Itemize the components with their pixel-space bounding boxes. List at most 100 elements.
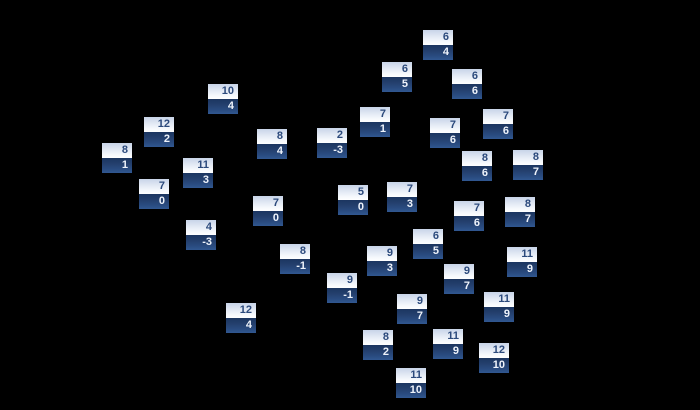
node-top-value: 11 [183, 158, 213, 173]
node-top-value: 6 [423, 30, 453, 45]
node-bottom-value: 9 [484, 307, 514, 322]
node-bottom-value: -3 [317, 143, 347, 158]
node-bottom-value: -1 [327, 288, 357, 303]
node-box[interactable]: 8 -1 [280, 244, 310, 274]
node-bottom-value: 0 [139, 194, 169, 209]
node-box[interactable]: 12 10 [479, 343, 509, 373]
node-top-value: 7 [139, 179, 169, 194]
node-box[interactable]: 2 -3 [317, 128, 347, 158]
node-bottom-value: 7 [397, 309, 427, 324]
node-top-value: 4 [186, 220, 216, 235]
node-bottom-value: 4 [208, 99, 238, 114]
node-bottom-value: 5 [413, 244, 443, 259]
node-top-value: 7 [253, 196, 283, 211]
node-bottom-value: 7 [444, 279, 474, 294]
node-top-value: 8 [363, 330, 393, 345]
node-top-value: 11 [396, 368, 426, 383]
node-box[interactable]: 11 10 [396, 368, 426, 398]
node-top-value: 5 [338, 185, 368, 200]
node-top-value: 8 [102, 143, 132, 158]
node-bottom-value: 6 [452, 84, 482, 99]
node-top-value: 9 [327, 273, 357, 288]
node-top-value: 12 [144, 117, 174, 132]
node-top-value: 9 [367, 246, 397, 261]
node-bottom-value: 4 [226, 318, 256, 333]
node-top-value: 7 [430, 118, 460, 133]
node-bottom-value: 9 [433, 344, 463, 359]
node-bottom-value: 6 [462, 166, 492, 181]
node-bottom-value: -1 [280, 259, 310, 274]
node-top-value: 12 [226, 303, 256, 318]
node-bottom-value: 3 [387, 197, 417, 212]
node-box[interactable]: 10 4 [208, 84, 238, 114]
node-bottom-value: 6 [483, 124, 513, 139]
node-box[interactable]: 11 9 [507, 247, 537, 277]
node-top-value: 12 [479, 343, 509, 358]
node-top-value: 11 [484, 292, 514, 307]
node-top-value: 11 [433, 329, 463, 344]
node-box[interactable]: 4 -3 [186, 220, 216, 250]
node-top-value: 8 [505, 197, 535, 212]
node-bottom-value: 10 [479, 358, 509, 373]
node-bottom-value: 7 [513, 165, 543, 180]
node-bottom-value: 0 [253, 211, 283, 226]
node-box[interactable]: 9 -1 [327, 273, 357, 303]
node-top-value: 2 [317, 128, 347, 143]
node-bottom-value: 6 [454, 216, 484, 231]
node-bottom-value: 3 [183, 173, 213, 188]
node-bottom-value: 6 [430, 133, 460, 148]
node-bottom-value: 4 [423, 45, 453, 60]
node-box[interactable]: 11 9 [433, 329, 463, 359]
node-top-value: 10 [208, 84, 238, 99]
node-top-value: 9 [444, 264, 474, 279]
node-top-value: 6 [452, 69, 482, 84]
node-bottom-value: 2 [144, 132, 174, 147]
node-box[interactable]: 12 2 [144, 117, 174, 147]
node-top-value: 7 [387, 182, 417, 197]
node-top-value: 9 [397, 294, 427, 309]
node-box[interactable]: 12 4 [226, 303, 256, 333]
node-top-value: 7 [360, 107, 390, 122]
node-bottom-value: 1 [360, 122, 390, 137]
node-box[interactable]: 11 3 [183, 158, 213, 188]
node-top-value: 7 [454, 201, 484, 216]
node-top-value: 8 [257, 129, 287, 144]
node-bottom-value: 10 [396, 383, 426, 398]
node-bottom-value: 2 [363, 345, 393, 360]
node-bottom-value: 9 [507, 262, 537, 277]
node-bottom-value: 4 [257, 144, 287, 159]
node-top-value: 7 [483, 109, 513, 124]
node-box[interactable]: 11 9 [484, 292, 514, 322]
node-top-value: 8 [280, 244, 310, 259]
node-bottom-value: 1 [102, 158, 132, 173]
node-top-value: 8 [462, 151, 492, 166]
node-top-value: 6 [382, 62, 412, 77]
node-top-value: 11 [507, 247, 537, 262]
node-bottom-value: 7 [505, 212, 535, 227]
node-bottom-value: 0 [338, 200, 368, 215]
node-bottom-value: -3 [186, 235, 216, 250]
node-bottom-value: 3 [367, 261, 397, 276]
